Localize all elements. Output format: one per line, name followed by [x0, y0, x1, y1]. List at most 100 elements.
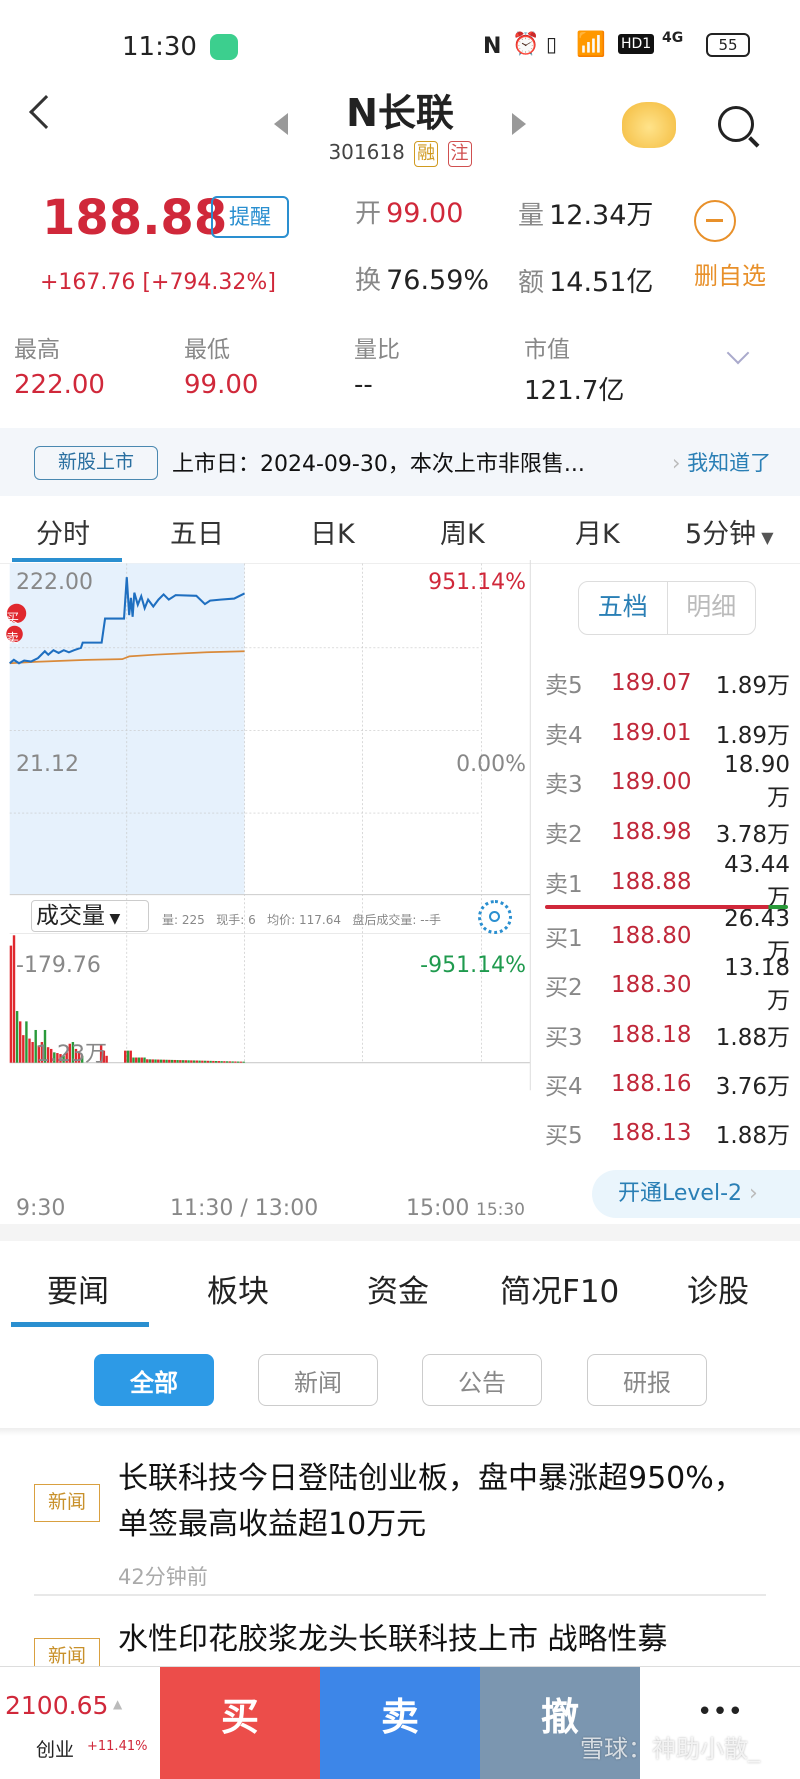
level-label: 卖5 [545, 673, 583, 699]
volume-bar [220, 1061, 223, 1063]
search-icon[interactable] [718, 106, 754, 142]
ask-row[interactable]: 卖4 189.01 1.89万 [545, 713, 790, 753]
bid-row[interactable]: 买1 188.80 26.43万 [545, 906, 790, 965]
news-time: 42分钟前 [118, 1565, 208, 1589]
tab-capital-flow[interactable]: 资金 [367, 1274, 429, 1310]
volume-bar [65, 1052, 68, 1063]
cancel-order-button[interactable]: 撤 [480, 1667, 640, 1779]
volume-bar [132, 1057, 135, 1063]
bid-row[interactable]: 买3 188.18 1.88万 [545, 1015, 790, 1055]
volume-bar [159, 1059, 163, 1063]
level-quantity: 3.78万 [715, 822, 790, 848]
divider [0, 1428, 800, 1436]
volume-bar [173, 1059, 177, 1063]
bid-row[interactable]: 买4 188.16 3.76万 [545, 1064, 790, 1104]
stock-code-row: 301618 融 注 [0, 140, 800, 167]
stock-name: N长联 [346, 91, 454, 135]
dismiss-notice-button[interactable]: › 我知道了 [672, 447, 771, 477]
volume-bar [80, 1055, 84, 1063]
tab-f10[interactable]: 简况F10 [500, 1274, 620, 1310]
index-change: +11.41% [87, 1739, 148, 1754]
level-label: 卖2 [545, 822, 583, 848]
price-axis-high: 222.00 [16, 570, 93, 595]
bid-row[interactable]: 买2 188.30 13.18万 [545, 955, 790, 1014]
volume-value: 12.34万 [549, 200, 654, 231]
ask-row[interactable]: 卖2 188.98 3.78万 [545, 812, 790, 852]
filter-announcements[interactable]: 公告 [422, 1354, 542, 1406]
volume-bar [137, 1057, 141, 1063]
tab-5min[interactable]: 5分钟 ▼ [685, 512, 774, 551]
level-quantity: 3.76万 [715, 1074, 790, 1100]
last-price: 188.88 [42, 190, 228, 246]
volume-bar [203, 1060, 207, 1063]
message-app-icon [210, 34, 238, 60]
settings-gear-icon[interactable] [478, 900, 512, 934]
tab-news-highlights[interactable]: 要闻 [47, 1274, 109, 1310]
open-value: 99.00 [386, 198, 464, 229]
bid-row[interactable]: 买5 188.13 1.88万 [545, 1113, 790, 1153]
volume-bar [148, 1059, 152, 1063]
level2-button[interactable]: 开通Level-2 › [592, 1170, 800, 1218]
filter-research[interactable]: 研报 [587, 1354, 707, 1406]
remove-watchlist-button[interactable]: 删自选 [694, 262, 766, 290]
ask-row[interactable]: 卖1 188.88 43.44万 [545, 852, 790, 911]
prev-stock-button[interactable] [274, 113, 288, 135]
ask-row[interactable]: 卖3 189.00 18.90万 [545, 752, 790, 811]
remove-watchlist-icon[interactable] [694, 200, 736, 242]
volume-bar [126, 1050, 130, 1063]
level-price: 188.80 [611, 923, 692, 949]
volume-bar [225, 1061, 229, 1063]
pct-axis-low: -951.14% [420, 953, 526, 978]
tab-weekly-k[interactable]: 周K [440, 519, 485, 550]
level-price: 189.07 [611, 670, 692, 696]
more-button[interactable]: ••• [696, 1697, 743, 1727]
volume-bar [43, 1029, 47, 1063]
volume-bar [212, 1060, 215, 1063]
next-stock-button[interactable] [512, 113, 526, 135]
tab-five-levels[interactable]: 五档 [579, 582, 668, 634]
news-item[interactable]: 新闻 水性印花胶浆龙头长联科技上市 战略性募 [0, 1608, 800, 1668]
tab-daily-k[interactable]: 日K [310, 519, 355, 550]
volume-bar [184, 1060, 188, 1063]
change-abs: +167.76 [40, 270, 136, 295]
volume-max: 1.23万 [36, 1042, 107, 1067]
sell-button[interactable]: 卖 [320, 1667, 480, 1779]
indicator-selector[interactable]: 成交量 ▼ [31, 900, 149, 932]
volume-bar [154, 1059, 157, 1063]
alert-button[interactable]: 提醒 [211, 196, 289, 238]
tab-5min-label: 5分钟 [685, 519, 757, 550]
volume-bar [102, 1050, 106, 1063]
tab-tick-detail[interactable]: 明细 [686, 592, 737, 621]
tab-intraday[interactable]: 分时 [36, 519, 90, 550]
ask-row[interactable]: 卖5 189.07 1.89万 [545, 663, 790, 703]
buy-button[interactable]: 买 [160, 1667, 320, 1779]
turnover-stat: 换 76.59% [355, 260, 489, 297]
turnover-label: 换 [355, 266, 382, 296]
volume-bar [190, 1060, 193, 1063]
open-stat: 开 99.00 [355, 193, 463, 230]
notice-bar: 新股上市 上市日：2024-09-30，本次上市非限售... › 我知道了 [0, 428, 800, 496]
high-label: 最高 [14, 337, 60, 363]
filter-all[interactable]: 全部 [94, 1354, 214, 1406]
volume-bar [53, 1052, 56, 1063]
tab-five-day[interactable]: 五日 [170, 519, 224, 550]
expand-chevron-icon[interactable] [726, 341, 750, 365]
tab-monthly-k[interactable]: 月K [575, 519, 620, 550]
volume-bar [28, 1038, 31, 1063]
volume-bar [71, 1042, 75, 1063]
index-value: 2100.65 [5, 1691, 109, 1720]
volume-bar [181, 1060, 185, 1063]
mascot-icon[interactable] [622, 102, 676, 148]
news-tag: 新闻 [34, 1484, 100, 1522]
filter-news[interactable]: 新闻 [258, 1354, 378, 1406]
level-label: 卖4 [545, 723, 583, 749]
volume-bar [151, 1059, 154, 1063]
volume-bar [170, 1059, 174, 1063]
intraday-chart[interactable] [0, 560, 540, 1240]
average-price-line [9, 650, 245, 665]
news-item[interactable]: 新闻 长联科技今日登陆创业板，盘中暴涨超950%，单签最高收益超10万元 42分… [0, 1448, 800, 1598]
tab-sectors[interactable]: 板块 [207, 1274, 269, 1310]
amount-value: 14.51亿 [549, 267, 654, 298]
tab-diagnosis[interactable]: 诊股 [687, 1274, 749, 1310]
open-label: 开 [355, 199, 382, 229]
